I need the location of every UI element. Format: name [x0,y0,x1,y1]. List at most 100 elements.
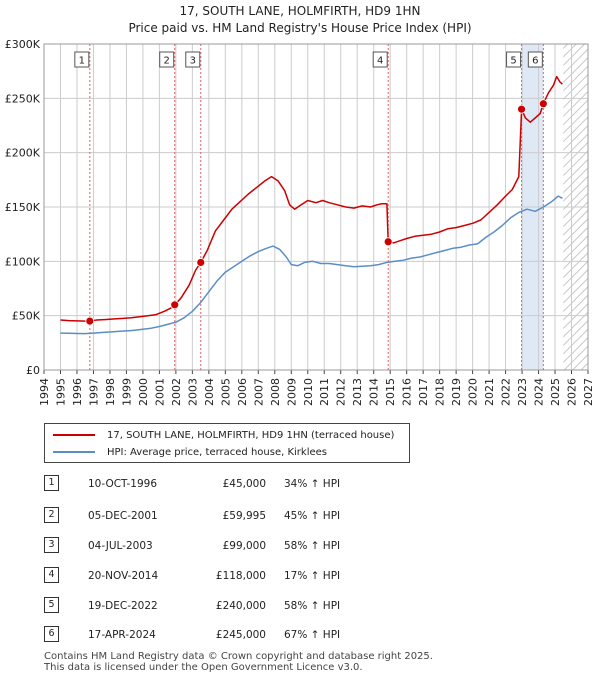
x-tick-label: 2024 [533,378,546,406]
sale-point [383,237,393,247]
sale-number: 5 [44,597,59,613]
chart-subtitle: Price paid vs. HM Land Registry's House … [128,21,471,35]
sale-point [538,99,548,109]
x-tick-label: 2027 [582,378,595,406]
footer-attribution: Contains HM Land Registry data © Crown c… [44,651,433,673]
sale-row: 2 05-DEC-2001 £59,995 45% ↑ HPI [0,507,600,527]
sale-price: £59,995 [222,510,266,522]
sale-number-box [74,51,90,68]
x-tick-label: 2005 [219,378,232,406]
x-tick-label: 1999 [120,378,133,406]
sale-row: 5 19-DEC-2022 £240,000 58% ↑ HPI [0,597,600,617]
x-tick-label: 2007 [252,378,265,406]
y-tick-label: £150K [5,201,41,214]
x-tick-label: 1996 [71,378,84,406]
sale-number-label: 2 [164,56,170,67]
sale-number: 4 [44,567,59,583]
x-tick-label: 2002 [170,378,183,406]
x-tick-label: 2019 [450,378,463,406]
sale-number-box [185,51,201,68]
x-tick-label: 2000 [137,378,150,406]
plot-border [43,43,589,371]
sale-point [196,258,206,267]
sale-point [85,316,95,326]
y-tick-label: £300K [5,38,41,51]
x-tick-label: 2021 [483,378,496,406]
x-tick-label: 2023 [516,378,529,406]
x-tick-label: 2026 [566,378,579,406]
sale-date: 20-NOV-2014 [88,570,159,582]
chart-legend: 17, SOUTH LANE, HOLMFIRTH, HD9 1HN (terr… [44,423,410,463]
legend-item-hpi: HPI: Average price, terraced house, Kirk… [53,445,327,459]
y-tick-label: £0 [26,364,40,377]
x-tick-label: 2003 [186,378,199,406]
sale-number-label: 1 [79,56,85,67]
y-tick-label: £250K [5,92,41,105]
x-tick-label: 2016 [401,378,414,406]
sale-point [517,104,526,114]
x-tick-label: 2025 [549,378,562,406]
chart-title: 17, SOUTH LANE, HOLMFIRTH, HD9 1HN [179,4,420,18]
x-tick-label: 2006 [236,378,249,406]
x-tick-label: 2015 [384,378,397,406]
sale-row: 4 20-NOV-2014 £118,000 17% ↑ HPI [0,567,600,587]
sale-number-label: 4 [377,56,383,67]
sale-row: 3 04-JUL-2003 £99,000 58% ↑ HPI [0,537,600,557]
sale-number-label: 6 [532,56,538,67]
x-tick-label: 2020 [467,378,480,406]
sale-hpi-change: 34% ↑ HPI [284,478,341,490]
sale-date: 19-DEC-2022 [88,600,158,612]
sale-number: 2 [44,507,59,523]
y-tick-label: £200K [5,147,41,160]
sale-number-box [159,51,175,68]
x-tick-label: 1997 [87,378,100,406]
legend-label-hpi: HPI: Average price, terraced house, Kirk… [107,446,328,458]
sale-date: 10-OCT-1996 [88,478,157,490]
x-tick-label: 2001 [153,378,166,406]
x-tick-label: 2011 [318,378,331,406]
y-tick-label: £50K [12,310,41,323]
footer-license: This data is licensed under the Open Gov… [44,662,363,673]
sale-date: 17-APR-2024 [88,629,156,641]
sale-point [170,300,180,310]
sale-price: £245,000 [215,629,266,641]
sale-number-box [506,51,522,68]
x-tick-label: 2022 [500,378,513,406]
sale-number: 1 [44,475,59,491]
sale-hpi-change: 58% ↑ HPI [284,540,341,552]
sale-price: £99,000 [222,540,266,552]
legend-swatch-property [53,434,95,436]
price-chart: 17, SOUTH LANE, HOLMFIRTH, HD9 1HN Price… [5,4,595,406]
sale-number-box [372,51,388,68]
sale-price: £240,000 [215,600,266,612]
x-tick-label: 2012 [335,378,348,406]
x-tick-label: 2013 [351,378,364,406]
x-tick-label: 1994 [38,378,51,406]
x-tick-label: 2014 [368,378,381,406]
sale-number-box [527,51,543,68]
sale-hpi-change: 17% ↑ HPI [284,570,341,582]
sale-hpi-change: 58% ↑ HPI [284,600,341,612]
sale-date: 04-JUL-2003 [88,540,153,552]
legend-label-property: 17, SOUTH LANE, HOLMFIRTH, HD9 1HN (terr… [107,429,395,441]
x-tick-label: 2008 [269,378,282,406]
x-tick-label: 2018 [434,378,447,406]
sale-date: 05-DEC-2001 [88,510,158,522]
x-tick-label: 2010 [302,378,315,406]
property-series-line [60,75,563,322]
legend-item-property: 17, SOUTH LANE, HOLMFIRTH, HD9 1HN (terr… [53,428,394,442]
x-tick-label: 2009 [285,378,298,406]
sale-number: 6 [44,626,59,642]
sale-row: 1 10-OCT-1996 £45,000 34% ↑ HPI [0,475,600,495]
sale-number: 3 [44,537,59,553]
sale-hpi-change: 45% ↑ HPI [284,510,341,522]
hpi-series-line [60,195,563,335]
sale-row: 6 17-APR-2024 £245,000 67% ↑ HPI [0,626,600,646]
footer-copyright: Contains HM Land Registry data © Crown c… [44,651,433,662]
sale-number-label: 5 [510,56,516,67]
x-tick-label: 1995 [54,378,67,406]
sale-number-label: 3 [190,56,196,67]
x-tick-label: 1998 [104,378,117,406]
x-tick-label: 2004 [203,378,216,406]
sale-hpi-change: 67% ↑ HPI [284,629,341,641]
